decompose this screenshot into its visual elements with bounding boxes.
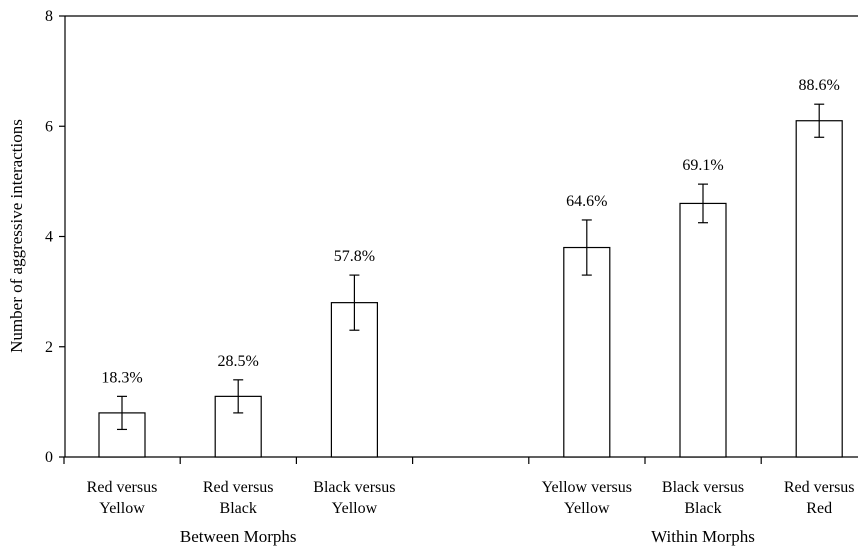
data-label: 64.6% xyxy=(566,193,607,210)
data-label: 28.5% xyxy=(218,353,259,370)
y-axis-label: Number of aggressive interactions xyxy=(7,119,26,353)
group-label: Between Morphs xyxy=(180,527,297,546)
x-tick-label-line1: Red versus xyxy=(203,479,274,496)
y-tick-label: 4 xyxy=(45,229,53,246)
x-tick-label-line2: Black xyxy=(220,500,257,517)
bar xyxy=(679,202,727,458)
bar xyxy=(795,120,843,458)
x-tick-label-line2: Black xyxy=(684,500,721,517)
y-tick-label: 2 xyxy=(45,339,53,356)
data-label: 18.3% xyxy=(101,369,142,386)
bars: 18.3% 28.5% 57.8% 64.6% 69.1% 88.6% xyxy=(98,77,843,458)
y-tick-label: 6 xyxy=(45,118,53,135)
x-tick-label-line1: Black versus xyxy=(662,479,744,496)
x-tick-label-line2: Yellow xyxy=(564,500,610,517)
data-label: 88.6% xyxy=(799,77,840,94)
group-label: Within Morphs xyxy=(651,527,755,546)
x-tick-label-line2: Yellow xyxy=(99,500,145,517)
x-tick-label-line1: Red versus xyxy=(87,479,158,496)
data-label: 69.1% xyxy=(682,157,723,174)
x-tick-label-line2: Red xyxy=(806,500,832,517)
group-labels: Between Morphs Within Morphs xyxy=(180,527,755,546)
bar xyxy=(563,246,611,458)
x-tick-label-line1: Black versus xyxy=(313,479,395,496)
y-ticks: 0 2 4 6 8 xyxy=(45,8,65,466)
data-label: 57.8% xyxy=(334,248,375,265)
x-tick-label-line1: Red versus xyxy=(784,479,855,496)
axes xyxy=(63,15,858,464)
y-tick-label: 8 xyxy=(45,8,53,25)
x-tick-label-line2: Yellow xyxy=(332,500,378,517)
y-tick-label: 0 xyxy=(45,449,53,466)
x-tick-label-line1: Yellow versus xyxy=(542,479,632,496)
x-tick-labels: Red versus Yellow Red versus Black Black ver… xyxy=(87,479,855,517)
